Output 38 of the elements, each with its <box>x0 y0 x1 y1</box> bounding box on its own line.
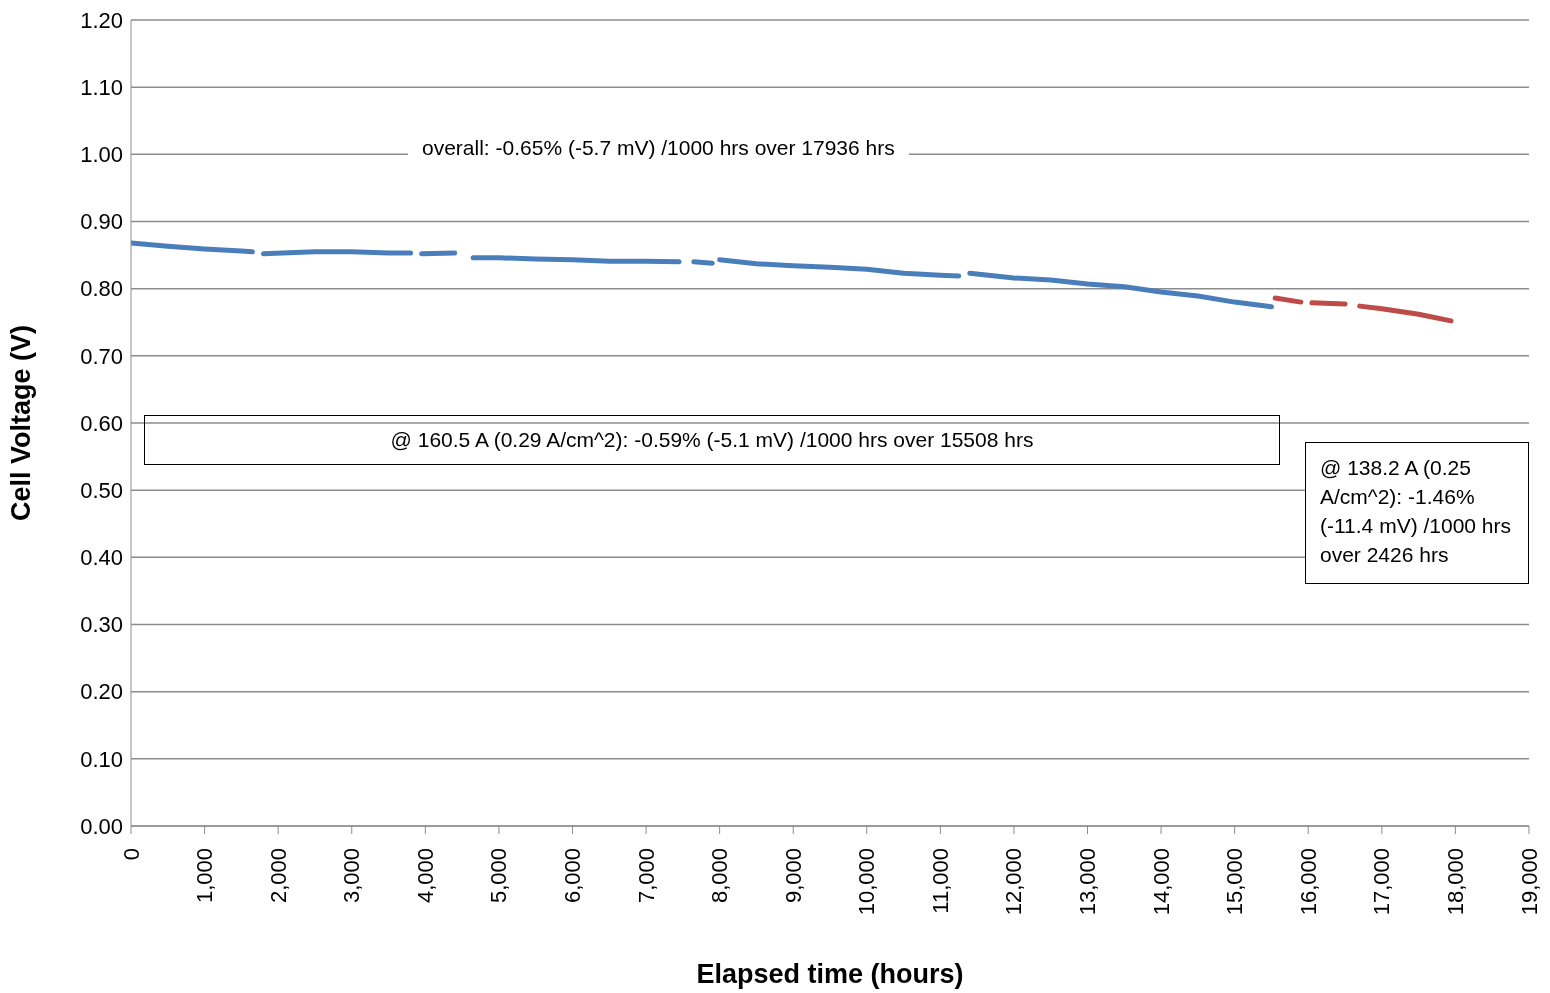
x-tick-label: 14,000 <box>1148 848 1174 916</box>
annotation: overall: -0.65% (-5.7 mV) /1000 hrs over 17936 hrs <box>408 136 909 160</box>
y-tick-label: 0.00 <box>80 813 123 839</box>
y-tick-label: 0.50 <box>80 477 123 503</box>
x-tick-label: 11,000 <box>927 848 953 914</box>
y-tick-label: 0.80 <box>80 276 123 302</box>
x-tick-label: 16,000 <box>1295 848 1321 916</box>
x-tick-label: 8,000 <box>707 848 733 904</box>
annotation: @ 138.2 A (0.25 A/cm^2): -1.46% (-11.4 mV) /1000 hrs over 2426 hrs <box>1305 442 1529 584</box>
x-tick-label: 0 <box>118 848 144 861</box>
y-tick-label: 0.60 <box>80 410 123 436</box>
annotation: @ 160.5 A (0.29 A/cm^2): -0.59% (-5.1 mV) /1000 hrs over 15508 hrs <box>144 415 1280 465</box>
x-tick-label: 6,000 <box>559 848 585 904</box>
x-tick-label: 4,000 <box>412 848 438 904</box>
y-tick-label: 1.10 <box>80 74 123 100</box>
x-tick-label: 12,000 <box>1001 848 1027 916</box>
x-tick-label: 18,000 <box>1442 848 1468 916</box>
x-axis-title: Elapsed time (hours) <box>696 959 964 989</box>
y-tick-label: 1.00 <box>80 142 123 168</box>
y-tick-label: 0.20 <box>80 679 123 705</box>
x-tick-label: 19,000 <box>1516 848 1542 916</box>
x-tick-label: 10,000 <box>854 848 880 916</box>
x-tick-label: 3,000 <box>339 848 365 904</box>
y-tick-label: 0.70 <box>80 343 123 369</box>
y-tick-label: 1.20 <box>80 7 123 33</box>
y-tick-label: 0.10 <box>80 746 123 772</box>
x-tick-label: 1,000 <box>192 848 218 904</box>
x-tick-label: 9,000 <box>780 848 806 904</box>
x-tick-label: 15,000 <box>1222 848 1248 916</box>
y-tick-label: 0.40 <box>80 545 123 571</box>
x-tick-label: 5,000 <box>486 848 512 904</box>
y-tick-label: 0.30 <box>80 612 123 638</box>
x-tick-label: 17,000 <box>1369 848 1395 916</box>
y-tick-label: 0.90 <box>80 209 123 235</box>
x-tick-label: 2,000 <box>265 848 291 904</box>
x-tick-label: 13,000 <box>1075 848 1101 916</box>
y-axis-title: Cell Voltage (V) <box>5 324 36 522</box>
x-tick-label: 7,000 <box>633 848 659 904</box>
